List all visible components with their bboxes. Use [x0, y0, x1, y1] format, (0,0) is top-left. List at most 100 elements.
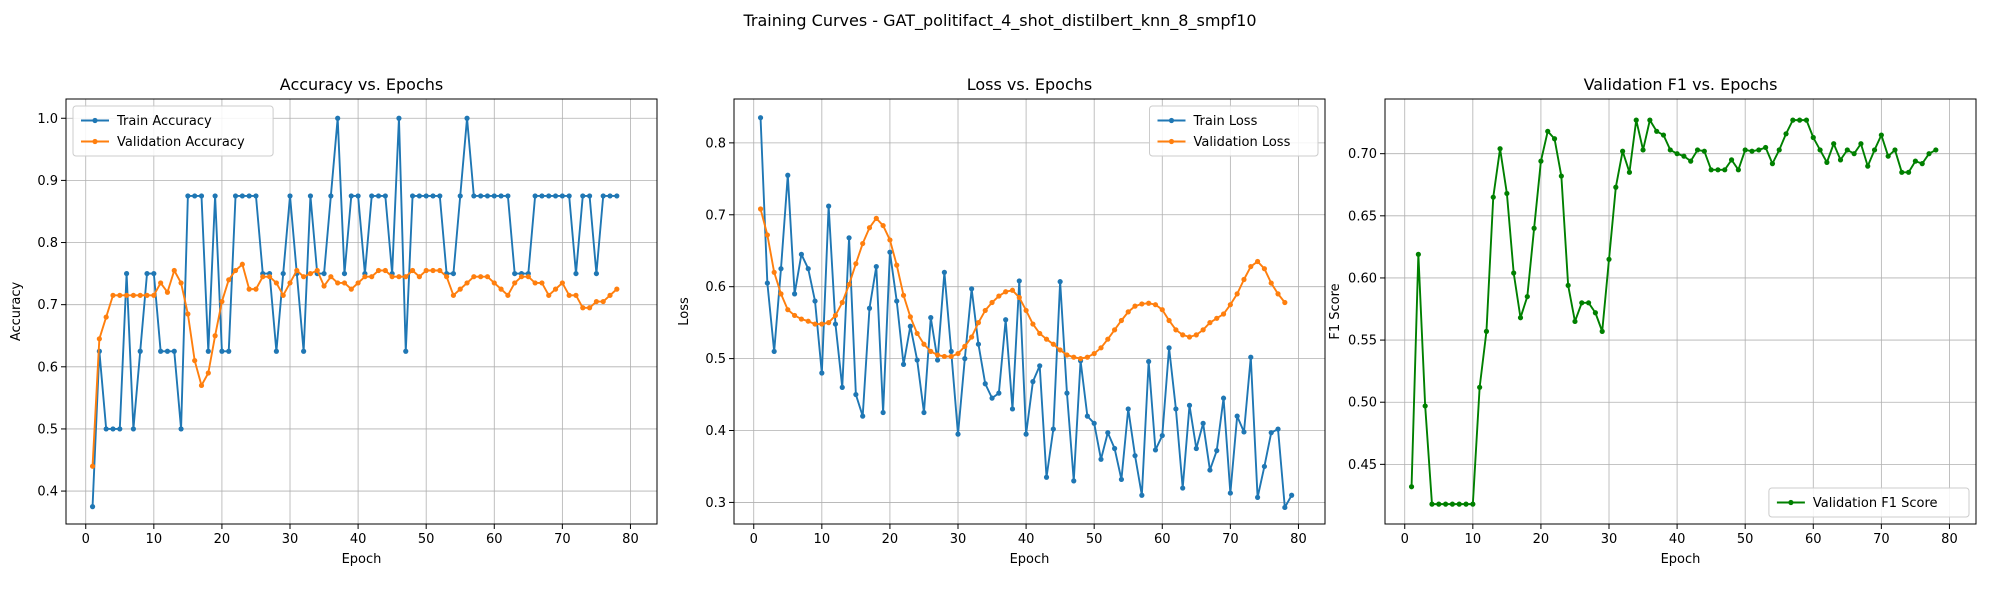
loss-series-1-point — [934, 352, 941, 358]
loss-series-1-point — [989, 299, 995, 306]
loss-xtick-label: 10 — [814, 532, 831, 547]
loss-series-0-point — [969, 286, 975, 292]
f1-series-0-point — [1620, 148, 1626, 154]
loss-series-0-point — [860, 413, 866, 419]
loss-series-1-point — [880, 222, 886, 229]
loss-x-axis-label: Epoch — [1010, 552, 1050, 567]
f1-series-0-point — [1831, 141, 1837, 147]
accuracy-series-1-point — [314, 267, 320, 274]
loss-series-0-point — [771, 348, 777, 355]
f1-xtick-label: 70 — [1873, 532, 1890, 547]
loss-series-0-point — [1173, 406, 1179, 412]
accuracy-xtick-label: 80 — [622, 532, 639, 547]
accuracy-series-0-point — [253, 193, 259, 199]
loss-series-0-point — [1200, 420, 1206, 426]
f1-series-0-point — [1599, 328, 1605, 334]
loss-series-1-point — [805, 318, 811, 324]
accuracy-series-1-point — [369, 274, 375, 280]
loss-series-0-point — [1071, 478, 1077, 484]
loss-series-1-point — [1180, 332, 1186, 338]
loss-series-1-point — [866, 225, 873, 231]
f1-series-0-point — [1885, 153, 1891, 159]
accuracy-xtick-label: 0 — [82, 532, 90, 547]
accuracy-series-1-point — [423, 267, 429, 274]
f1-series-0-point — [1756, 147, 1762, 153]
loss-series-1-point — [1282, 299, 1288, 306]
f1-series-0-point — [1803, 117, 1810, 123]
accuracy-series-1-point — [464, 280, 470, 286]
loss-series-0-point — [1009, 406, 1016, 412]
f1-series-0-point — [1735, 167, 1741, 173]
f1-series-0-point — [1694, 147, 1701, 153]
accuracy-series-1-point — [335, 280, 341, 286]
accuracy-series-0-point — [369, 193, 375, 199]
accuracy-series-1-point — [212, 333, 218, 339]
accuracy-series-1-point — [607, 292, 613, 298]
loss-series-1-point — [1139, 301, 1145, 307]
loss-series-1-point — [928, 348, 934, 355]
loss-series-0-point — [880, 409, 886, 416]
loss-series-0-point — [785, 172, 791, 178]
loss-series-1-point — [1234, 291, 1240, 297]
loss-series-0-point — [1241, 429, 1247, 435]
accuracy-series-1-point — [158, 280, 164, 286]
accuracy-series-0-point — [539, 193, 545, 199]
loss-series-1-point — [1268, 280, 1274, 286]
accuracy-series-1-point — [348, 286, 354, 292]
loss-series-0-point — [757, 115, 764, 121]
accuracy-series-1-point — [362, 274, 368, 280]
loss-series-1-point — [1023, 307, 1029, 314]
loss-xtick-label: 40 — [1018, 532, 1035, 547]
accuracy-ytick-label: 1.0 — [37, 112, 58, 127]
loss-series-0-point — [1043, 474, 1050, 480]
accuracy-series-0-point — [484, 193, 491, 199]
loss-series-0-point — [764, 280, 770, 286]
accuracy-series-0-point — [239, 193, 245, 199]
accuracy-series-0-point — [505, 193, 511, 199]
accuracy-series-0-point — [341, 270, 348, 277]
accuracy-series-1-point — [246, 286, 252, 292]
accuracy-series-1-point — [566, 292, 572, 298]
loss-series-0-point — [873, 263, 879, 270]
accuracy-series-1-point — [478, 274, 484, 280]
loss-axes-frame — [733, 98, 1326, 525]
loss-series-0-point — [1166, 345, 1172, 351]
accuracy-series-1-point — [103, 314, 109, 320]
loss-series-0-point — [894, 298, 900, 304]
loss-series-0-point — [1084, 413, 1090, 419]
accuracy-series-1-point — [525, 274, 531, 280]
loss-series-0-point — [1220, 395, 1227, 401]
loss-series-1-point — [948, 353, 954, 360]
loss-series-0-point — [1139, 492, 1145, 498]
f1-chart-title: Validation F1 vs. Epochs — [1584, 75, 1778, 94]
loss-series-0-point — [1234, 413, 1240, 419]
loss-series-1-point — [1200, 327, 1206, 333]
accuracy-series-1-point — [232, 267, 239, 274]
loss-legend-box — [1149, 105, 1319, 157]
accuracy-series-0-point — [117, 426, 123, 432]
f1-series-0-point — [1763, 144, 1769, 151]
loss-series-1-point — [894, 262, 900, 268]
loss-series-1-point — [887, 237, 893, 243]
accuracy-series-1-point — [450, 292, 457, 298]
accuracy-series-0-point — [219, 348, 225, 354]
loss-series-1-point — [860, 240, 866, 247]
f1-xtick-label: 50 — [1737, 532, 1754, 547]
loss-series-1-point — [798, 316, 805, 322]
accuracy-series-1-point — [403, 274, 409, 280]
f1-series-0-point — [1783, 131, 1789, 137]
f1-series-0-point — [1790, 117, 1796, 123]
f1-series-0-point — [1667, 147, 1673, 153]
accuracy-series-0-point — [355, 193, 361, 199]
f1-series-0-point — [1613, 184, 1619, 190]
accuracy-series-1-point — [430, 267, 436, 274]
accuracy-series-1-point — [96, 336, 102, 342]
f1-series-0-point — [1728, 157, 1735, 163]
accuracy-series-0-line — [91, 117, 617, 507]
accuracy-series-1-point — [484, 274, 491, 280]
f1-series-0-point — [1660, 132, 1667, 138]
loss-series-1-point — [1091, 350, 1097, 357]
accuracy-series-1-point — [498, 286, 504, 292]
accuracy-series-0-point — [375, 193, 382, 199]
accuracy-series-1-point — [546, 292, 552, 298]
